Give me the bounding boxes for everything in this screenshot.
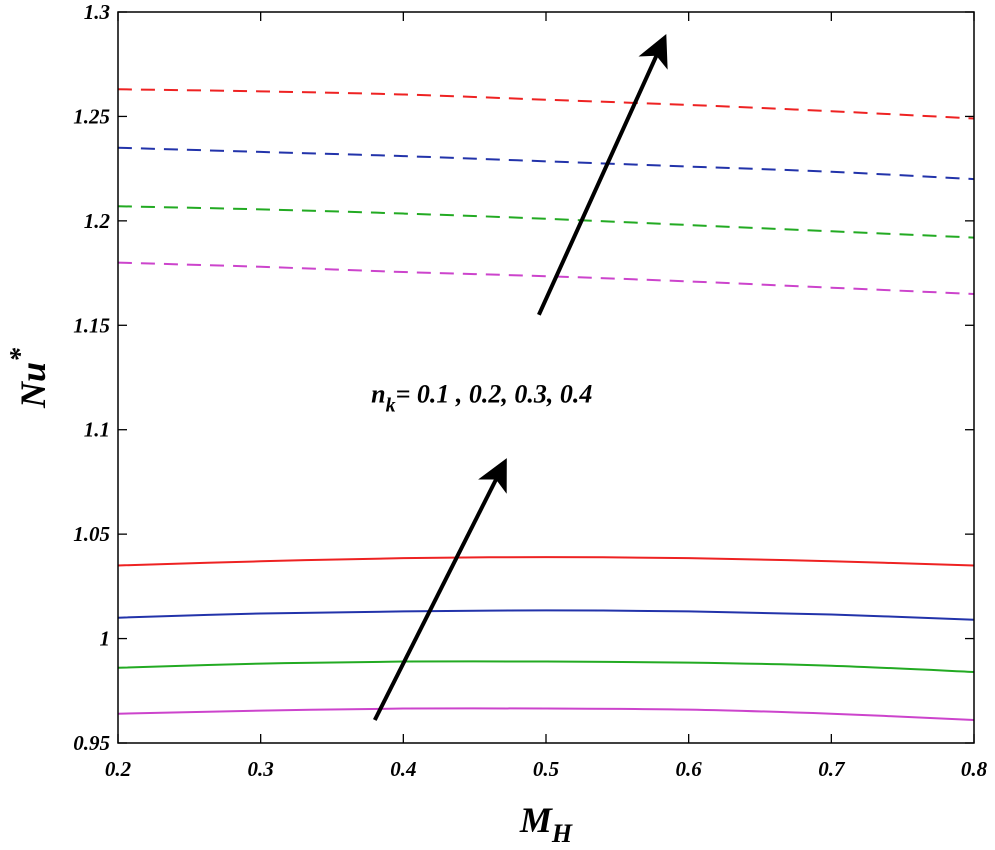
- nk-annotation-values: = 0.1 , 0.2, 0.3, 0.4: [396, 380, 593, 409]
- y-tick-label: 1.25: [73, 104, 110, 128]
- nk-annotation-main: n: [371, 380, 385, 409]
- y-tick-label: 1.3: [84, 0, 110, 24]
- y-tick-label: 1.15: [73, 313, 110, 337]
- x-axis-title-main: M: [519, 800, 554, 840]
- x-tick-label: 0.8: [961, 757, 988, 781]
- y-tick-label: 1.2: [84, 209, 111, 233]
- plot-background: [118, 12, 974, 743]
- series-line-6: [117, 205, 975, 239]
- x-axis-title-sub: H: [551, 819, 573, 848]
- x-axis-title: MH: [519, 800, 573, 848]
- trend-arrow-2: [537, 33, 668, 316]
- x-tick-label: 0.3: [248, 757, 274, 781]
- series-line-7: [117, 146, 975, 181]
- series-layer: [117, 88, 975, 722]
- y-axis-title: Nu*: [5, 347, 53, 409]
- x-tick-label: 0.5: [533, 757, 559, 781]
- series-line-5: [117, 261, 975, 295]
- x-tick-label: 0.7: [818, 757, 846, 781]
- x-tick-label: 0.2: [105, 757, 132, 781]
- x-tick-label: 0.6: [676, 757, 703, 781]
- series-line-2: [117, 660, 975, 673]
- nk-annotation: nk= 0.1 , 0.2, 0.3, 0.4: [371, 380, 592, 417]
- tick-layer: 0.2 0.3 0.4 0.5 0.6 0.7 0.8 0.95 1 1.05 1.1 1.15 1.2…: [73, 0, 987, 781]
- nk-annotation-sub: k: [386, 395, 396, 417]
- trend-arrow-1: [373, 458, 507, 721]
- y-tick-label: 0.95: [73, 731, 110, 755]
- y-tick-label: 1.1: [84, 418, 110, 442]
- y-tick-label: 1: [100, 627, 111, 651]
- series-line-1: [117, 707, 975, 722]
- series-line-4: [117, 556, 975, 567]
- arrow-layer: [373, 33, 668, 721]
- y-axis-title-main: Nu: [13, 362, 53, 409]
- series-line-3: [117, 609, 975, 621]
- series-line-8: [117, 88, 975, 120]
- y-tick-label: 1.05: [73, 522, 110, 546]
- x-tick-label: 0.4: [390, 757, 416, 781]
- y-axis-title-sup: *: [5, 347, 36, 362]
